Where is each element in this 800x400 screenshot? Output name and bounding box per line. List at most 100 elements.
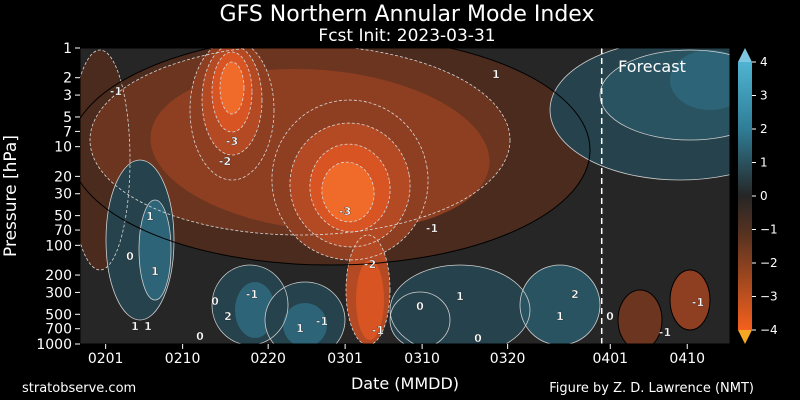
- contour-label: -1: [110, 85, 122, 98]
- contour-line: [549, 48, 730, 181]
- colorbar-tick-label: 0: [760, 189, 768, 203]
- x-tick-label: 0401: [592, 351, 628, 367]
- contour-label: 2: [571, 288, 579, 301]
- contour-label: -1: [246, 288, 258, 301]
- credit-right: Figure by Z. D. Lawrence (NMT): [549, 381, 754, 396]
- colorbar-tick-label: 4: [760, 55, 768, 69]
- y-tick-label: 70: [54, 223, 72, 239]
- colorbar-top-arrow: [738, 48, 752, 62]
- contour-label: -1: [426, 222, 438, 235]
- x-tick-label: 0410: [669, 351, 705, 367]
- contour-line: [264, 281, 346, 344]
- zero-contour-line: [669, 269, 711, 331]
- contour-label: -1: [659, 326, 671, 339]
- contour-line: [80, 49, 131, 271]
- contour-line: [519, 264, 601, 344]
- contour-line: [211, 264, 289, 344]
- y-tick-label: 20: [54, 169, 72, 185]
- y-tick-label: 3: [63, 88, 72, 104]
- y-tick-label: 10: [54, 140, 72, 156]
- field-contour-region: [283, 303, 327, 344]
- chart-subtitle: Fcst Init: 2023-03-31: [318, 26, 496, 46]
- y-tick-label: 50: [54, 209, 72, 225]
- contour-line: [201, 48, 263, 156]
- contour-label: -1: [316, 315, 328, 328]
- contour-line: [189, 48, 275, 181]
- x-tick-label: 0310: [404, 351, 440, 367]
- field-contour-region: [618, 290, 662, 344]
- colorbar-gradient: [738, 62, 752, 330]
- colorbar-tick-label: 2: [760, 122, 768, 136]
- y-tick-label: 700: [45, 322, 72, 338]
- contour-line: [289, 122, 411, 248]
- contour-label: 1: [151, 265, 159, 278]
- colorbar-tick-label: −1: [760, 223, 778, 237]
- zero-contour-line: [617, 289, 663, 344]
- contour-line: [599, 49, 730, 141]
- contour-line: [219, 61, 245, 115]
- contour-label: 0: [196, 330, 204, 343]
- contour-line: [138, 199, 172, 301]
- x-tick-label: 0301: [327, 351, 363, 367]
- contour-label: -3: [226, 135, 238, 148]
- colorbar-tick-label: 1: [760, 156, 768, 170]
- field-contour-region: [321, 162, 375, 222]
- x-tick-label: 0320: [490, 351, 526, 367]
- contour-label: -1: [692, 296, 704, 309]
- x-axis-label: Date (MMDD): [351, 374, 459, 393]
- colorbar-tick-label: −3: [760, 290, 778, 304]
- credit-left: stratobserve.com: [22, 381, 137, 396]
- chart-title: GFS Northern Annular Mode Index: [219, 2, 595, 27]
- contour-line: [211, 51, 253, 133]
- y-tick-label: 300: [45, 285, 72, 301]
- y-tick-label: 1000: [36, 337, 72, 353]
- contour-line: [271, 99, 429, 261]
- y-tick-label: 500: [45, 307, 72, 323]
- contour-label: 0: [211, 295, 219, 308]
- colorbar-tick-label: −2: [760, 256, 778, 270]
- y-tick-label: 100: [45, 238, 72, 254]
- plot-frame: [79, 47, 731, 345]
- y-tick-label: 1: [63, 41, 72, 57]
- contour-label: 0: [474, 332, 482, 345]
- field-contour-region: [670, 50, 730, 110]
- contour-line: [89, 48, 511, 236]
- y-tick-label: 200: [45, 268, 72, 284]
- contour-label: 1: [146, 210, 154, 223]
- forecast-label: Forecast: [618, 57, 686, 76]
- field-contour-region: [520, 265, 600, 344]
- contour-line: [105, 159, 175, 321]
- contour-label: -3: [339, 205, 351, 218]
- contour-label: 1: [131, 320, 139, 333]
- zero-contour-line: [80, 48, 591, 266]
- y-tick-label: 2: [63, 71, 72, 87]
- contour-label: -2: [219, 155, 231, 168]
- contour-label: 0: [126, 250, 134, 263]
- contour-label: 1: [296, 322, 304, 335]
- colorbar-tick-label: 3: [760, 89, 768, 103]
- y-tick-label: 5: [63, 110, 72, 126]
- contour-label: 0: [416, 300, 424, 313]
- x-tick-label: 0201: [88, 351, 124, 367]
- contour-label: 2: [224, 310, 232, 323]
- contour-line: [321, 161, 375, 223]
- y-tick-label: 30: [54, 187, 72, 203]
- contour-label: 1: [144, 320, 152, 333]
- contour-label: -1: [372, 324, 384, 337]
- x-tick-label: 0220: [250, 351, 286, 367]
- x-tick-label: 0210: [165, 351, 201, 367]
- colorbar-tick-label: −4: [760, 323, 778, 337]
- field-contour-region: [356, 260, 384, 340]
- field-contour-region: [390, 292, 450, 344]
- contour-label: 1: [492, 68, 500, 81]
- field-contour-region: [670, 270, 710, 330]
- contour-line: [389, 291, 451, 344]
- contour-line: [345, 234, 391, 344]
- colorbar-bottom-arrow: [738, 330, 752, 344]
- field-contour-region: [139, 200, 171, 300]
- contour-label: 1: [456, 290, 464, 303]
- contour-label: 0: [606, 310, 614, 323]
- y-axis-label: Pressure [hPa]: [1, 135, 21, 257]
- contour-label: -2: [364, 258, 376, 271]
